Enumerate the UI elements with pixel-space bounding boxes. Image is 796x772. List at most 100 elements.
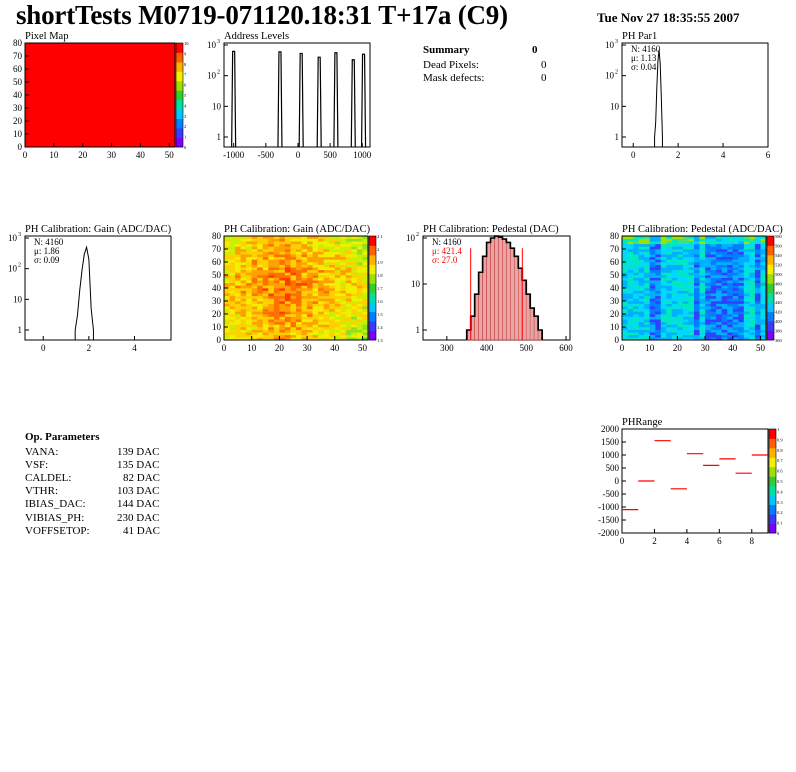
pedestal-map-cell (749, 301, 756, 304)
pedestal-map-cell (699, 321, 706, 325)
gain-map-cell (251, 246, 258, 250)
pedestal-map-cell (649, 254, 656, 258)
pedestal-map-cell (694, 316, 700, 320)
pedestal-map-cell (622, 241, 628, 245)
pedestal-map-cell (671, 241, 678, 245)
pixel-map-palette-cell (176, 61, 183, 72)
pedestal-map-cell (743, 303, 750, 307)
pedestal-map-cell (732, 243, 739, 247)
gain-map-cell (323, 311, 330, 315)
gain-map-cell (329, 275, 336, 278)
pedestal-hist-y-tick-label: 2 (416, 232, 419, 238)
gain-map-cell (229, 316, 236, 320)
gain-map-cell (251, 311, 258, 315)
pedestal-map-cell (633, 290, 639, 294)
gain-map-cell (273, 321, 280, 325)
gain-map-cell (351, 249, 358, 252)
pedestal-map-cell (677, 264, 684, 268)
gain-map-cell (246, 277, 252, 281)
ph-range-palette-label: 0.1 (777, 521, 783, 526)
pedestal-map-cell (677, 246, 684, 250)
pedestal-map-cell (694, 272, 700, 276)
pedestal-map-cell (660, 262, 667, 265)
address-levels-peak (277, 51, 283, 148)
gain-map-cell (268, 254, 275, 258)
gain-map-cell (323, 337, 330, 341)
gain-map-cell (251, 316, 258, 320)
pedestal-map-cell (633, 269, 639, 273)
gain-map-cell (362, 249, 369, 252)
pedestal-map-cell (644, 254, 650, 258)
pedestal-map-cell (738, 254, 745, 258)
gain-map-palette-cell (369, 302, 376, 313)
gain-map-cell (334, 337, 341, 341)
pedestal-map-cell (760, 280, 767, 284)
pedestal-map-cell (688, 256, 695, 260)
gain-map-cell (362, 316, 369, 320)
pedestal-map-cell (633, 311, 639, 315)
pedestal-map-cell (622, 243, 628, 247)
pedestal-map-cell (622, 262, 628, 265)
gain-map-cell (235, 324, 241, 328)
gain-map-cell (362, 288, 369, 291)
gain-map-cell (257, 295, 264, 299)
pedestal-map-cell (633, 246, 639, 250)
pedestal-map-cell (694, 267, 700, 271)
pedestal-map-cell (743, 321, 750, 325)
pedestal-map-cell (660, 314, 667, 317)
pixel-map-palette-label: 2 (184, 124, 186, 129)
pedestal-map-cell (694, 303, 700, 307)
pedestal-map-cell (649, 303, 656, 307)
gain-map-cell (273, 337, 280, 341)
pedestal-map-cell (666, 249, 673, 252)
gain-map-cell (229, 246, 236, 250)
gain-map-cell (235, 243, 241, 247)
pedestal-map-y-tick-label: 0 (615, 335, 620, 345)
op-param-value: 135 DAC (117, 459, 160, 471)
pedestal-map-cell (655, 275, 662, 278)
pedestal-map-cell (716, 306, 722, 310)
pedestal-map-cell (633, 238, 639, 242)
pedestal-map-cell (638, 311, 645, 315)
ph-par1-histogram (654, 49, 663, 147)
gain-map-cell (362, 285, 369, 289)
pedestal-map-cell (749, 269, 756, 273)
op-param-name: VIBIAS_PH: (25, 512, 85, 524)
gain-map-cell (334, 267, 341, 271)
gain-map-cell (290, 321, 297, 325)
gain-map-cell (318, 272, 324, 276)
gain-map-cell (284, 277, 291, 281)
op-param-value: 230 DAC (117, 512, 160, 524)
pedestal-map-cell (754, 295, 761, 299)
gain-map-cell (262, 243, 269, 247)
gain-map-cell (290, 249, 297, 252)
gain-map-cell (296, 251, 302, 255)
gain-map-cell (284, 282, 291, 286)
gain-map-cell (268, 288, 275, 291)
gain-map-x-tick-label: 40 (330, 343, 340, 353)
gain-map-cell (356, 298, 363, 302)
pedestal-map-cell (622, 275, 628, 278)
gain-map-cell (318, 259, 324, 263)
pedestal-map-cell (688, 269, 695, 273)
pedestal-map-cell (738, 334, 745, 338)
pedestal-map-cell (627, 238, 634, 242)
gain-map-cell (362, 277, 369, 281)
pedestal-map-cell (633, 298, 639, 302)
gain-map-cell (351, 246, 358, 250)
gain-map-cell (307, 249, 313, 252)
gain-map-cell (329, 321, 336, 325)
gain-map-cell (340, 327, 347, 330)
pedestal-map-palette-cell (767, 330, 774, 341)
gain-map-cell (345, 254, 352, 258)
pedestal-map-cell (732, 262, 739, 265)
gain-map-cell (356, 264, 363, 268)
pedestal-map-cell (699, 246, 706, 250)
gain-map-cell (279, 236, 286, 239)
pedestal-map-cell (738, 301, 745, 304)
pedestal-map-cell (710, 277, 717, 281)
gain-map-cell (307, 321, 313, 325)
gain-map-cell (224, 262, 230, 265)
pedestal-map-cell (710, 254, 717, 258)
gain-map-cell (262, 321, 269, 325)
